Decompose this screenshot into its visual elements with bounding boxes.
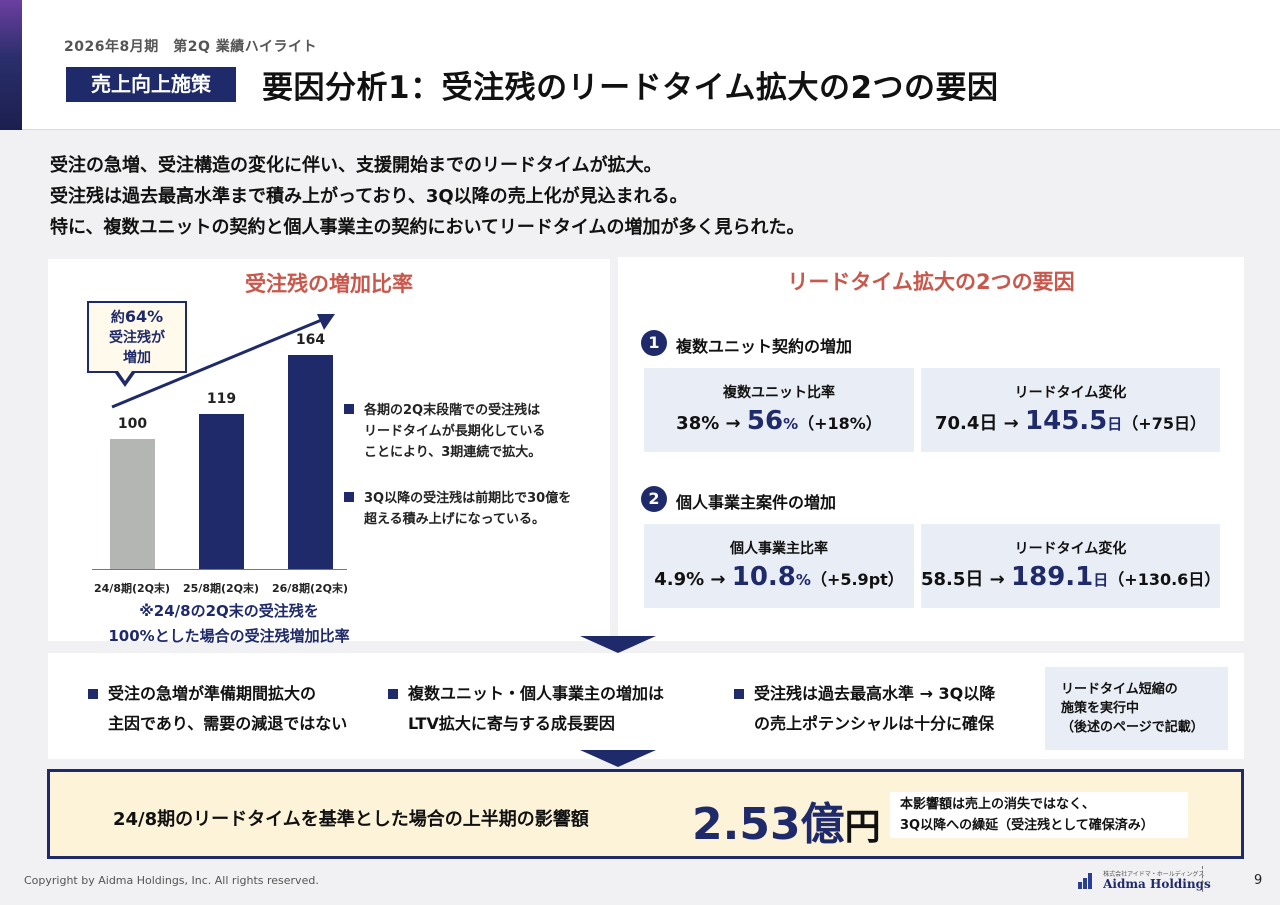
callout-value: 64% (124, 307, 164, 326)
action-line: リードタイム短縮の (1061, 682, 1178, 697)
multi-unit-leadtime-box: リードタイム変化 70.4日 → 145.5日（+75日） (921, 368, 1220, 452)
logo-bars-icon (1078, 872, 1096, 889)
bullet-line: LTV拡大に寄与する成長要因 (408, 714, 615, 733)
logo-subtext: 株式会社アイドマ・ホールディングス (1103, 870, 1205, 878)
impact-text: 24/8期のリードタイムを基準とした場合の上半期の影響額 (113, 809, 589, 830)
factor-heading: 複数ユニット契約の増加 (676, 337, 853, 356)
x-tick-label: 25/8期(2Q末) (183, 582, 260, 595)
bullet-line: 超える積み上げになっている。 (364, 512, 545, 527)
down-chevron-icon (580, 636, 656, 653)
callout-tail-fill (118, 371, 132, 381)
box-label: 個人事業主比率 (730, 541, 828, 557)
footer-divider (1202, 866, 1203, 892)
x-tick-label: 24/8期(2Q末) (94, 582, 171, 595)
box-value: 4.9% → 10.8%（+5.9pt） (654, 562, 904, 592)
chart-bullet: 各期の2Q末段階での受注残は リードタイムが長期化している ことにより、3期連続… (344, 400, 545, 463)
summary-bullet: 受注残は過去最高水準 → 3Q以降 の売上ポテンシャルは十分に確保 (734, 679, 995, 739)
intro-line: 特に、複数ユニットの契約と個人事業主の契約においてリードタイムの増加が多く見られ… (50, 217, 805, 238)
intro-line: 受注残は過去最高水準まで積み上がっており、3Q以降の売上化が見込まれる。 (50, 186, 688, 207)
growth-callout: 約64% 受注残が 増加 (87, 301, 187, 373)
box-value: 58.5日 → 189.1日（+130.6日） (921, 562, 1221, 592)
bullet-line: の売上ポテンシャルは十分に確保 (754, 714, 995, 733)
page-title: 要因分析1：受注残のリードタイム拡大の2つの要因 (262, 70, 999, 106)
bullet-line: 主因であり、需要の減退ではない (108, 714, 348, 733)
bullet-square-icon (344, 492, 354, 502)
summary-bullet: 受注の急増が準備期間拡大の 主因であり、需要の減退ではない (88, 679, 347, 739)
backlog-chart-title: 受注残の増加比率 (245, 272, 413, 296)
callout-line: 増加 (123, 350, 151, 366)
box-value: 70.4日 → 145.5日（+75日） (935, 406, 1206, 436)
x-tick-label: 26/8期(2Q末) (272, 582, 349, 595)
summary-bullet: 複数ユニット・個人事業主の増加は LTV拡大に寄与する成長要因 (388, 679, 664, 739)
action-box: リードタイム短縮の 施策を実行中 （後述のページで記載） (1045, 667, 1228, 750)
section-tag: 売上向上施策 (66, 67, 236, 102)
sole-proprietor-leadtime-box: リードタイム変化 58.5日 → 189.1日（+130.6日） (921, 524, 1220, 608)
footnote-line: 100%とした場合の受注残増加比率 (108, 627, 350, 645)
impact-note: 本影響額は売上の消失ではなく、 3Q以降への繰延（受注残として確保済み） (890, 792, 1188, 838)
page-subtitle: 2026年8月期 第2Q 業績ハイライト (64, 39, 317, 55)
bullet-square-icon (388, 689, 398, 699)
bar-0 (110, 439, 155, 569)
bullet-square-icon (734, 689, 744, 699)
header-accent-bar (0, 0, 22, 130)
page-header: 2026年8月期 第2Q 業績ハイライト 売上向上施策 要因分析1：受注残のリー… (0, 0, 1280, 130)
impact-note-line: 3Q以降への繰延（受注残として確保済み） (900, 818, 1154, 833)
bullet-line: 3Q以降の受注残は前期比で30億を (364, 491, 572, 506)
bar-value-label: 164 (295, 332, 326, 348)
box-value: 38% → 56%（+18%） (676, 406, 882, 436)
bar-2 (288, 355, 333, 569)
factor-heading: 個人事業主案件の増加 (676, 493, 837, 512)
summary-panel (48, 653, 1244, 759)
bar-value-label: 100 (117, 416, 148, 432)
chart-footnote: ※24/8の2Q末の受注残を 100%とした場合の受注残増加比率 (48, 599, 410, 649)
bullet-line: リードタイムが長期化している (364, 424, 546, 439)
chart-axis (92, 569, 347, 570)
bullet-line: ことにより、3期連続で拡大。 (364, 445, 542, 460)
bullet-line: 各期の2Q末段階での受注残は (364, 403, 541, 418)
intro-text: 受注の急増、受注構造の変化に伴い、支援開始までのリードタイムが拡大。 受注残は過… (50, 150, 805, 243)
page-number: 9 (1254, 873, 1263, 888)
bullet-square-icon (88, 689, 98, 699)
box-label: リードタイム変化 (1014, 541, 1127, 557)
bar-value-label: 119 (206, 391, 237, 407)
multi-unit-ratio-box: 複数ユニット比率 38% → 56%（+18%） (644, 368, 914, 452)
sole-proprietor-ratio-box: 個人事業主比率 4.9% → 10.8%（+5.9pt） (644, 524, 914, 608)
footnote-line: ※24/8の2Q末の受注残を (139, 602, 319, 620)
box-label: 複数ユニット比率 (723, 385, 835, 401)
logo-name: Aidma Holdings (1103, 876, 1211, 891)
callout-prefix: 約 (110, 310, 125, 326)
factors-title: リードタイム拡大の2つの要因 (787, 270, 1075, 294)
callout-line: 受注残が (109, 330, 165, 346)
impact-note-line: 本影響額は売上の消失ではなく、 (900, 797, 1096, 812)
bar-1 (199, 414, 244, 569)
factor-number-badge: 2 (641, 486, 667, 512)
chart-bullet: 3Q以降の受注残は前期比で30億を 超える積み上げになっている。 (344, 488, 571, 530)
down-chevron-icon (580, 750, 656, 767)
factor-number-badge: 1 (641, 330, 667, 356)
action-line: 施策を実行中 (1061, 701, 1140, 716)
impact-amount: 2.53億円 (692, 799, 881, 850)
box-label: リードタイム変化 (1014, 385, 1127, 401)
company-logo: 株式会社アイドマ・ホールディングス Aidma Holdings (1078, 870, 1211, 891)
intro-line: 受注の急増、受注構造の変化に伴い、支援開始までのリードタイムが拡大。 (50, 155, 662, 176)
copyright: Copyright by Aidma Holdings, Inc. All ri… (24, 874, 319, 887)
bullet-square-icon (344, 404, 354, 414)
action-line: （後述のページで記載） (1061, 720, 1204, 735)
